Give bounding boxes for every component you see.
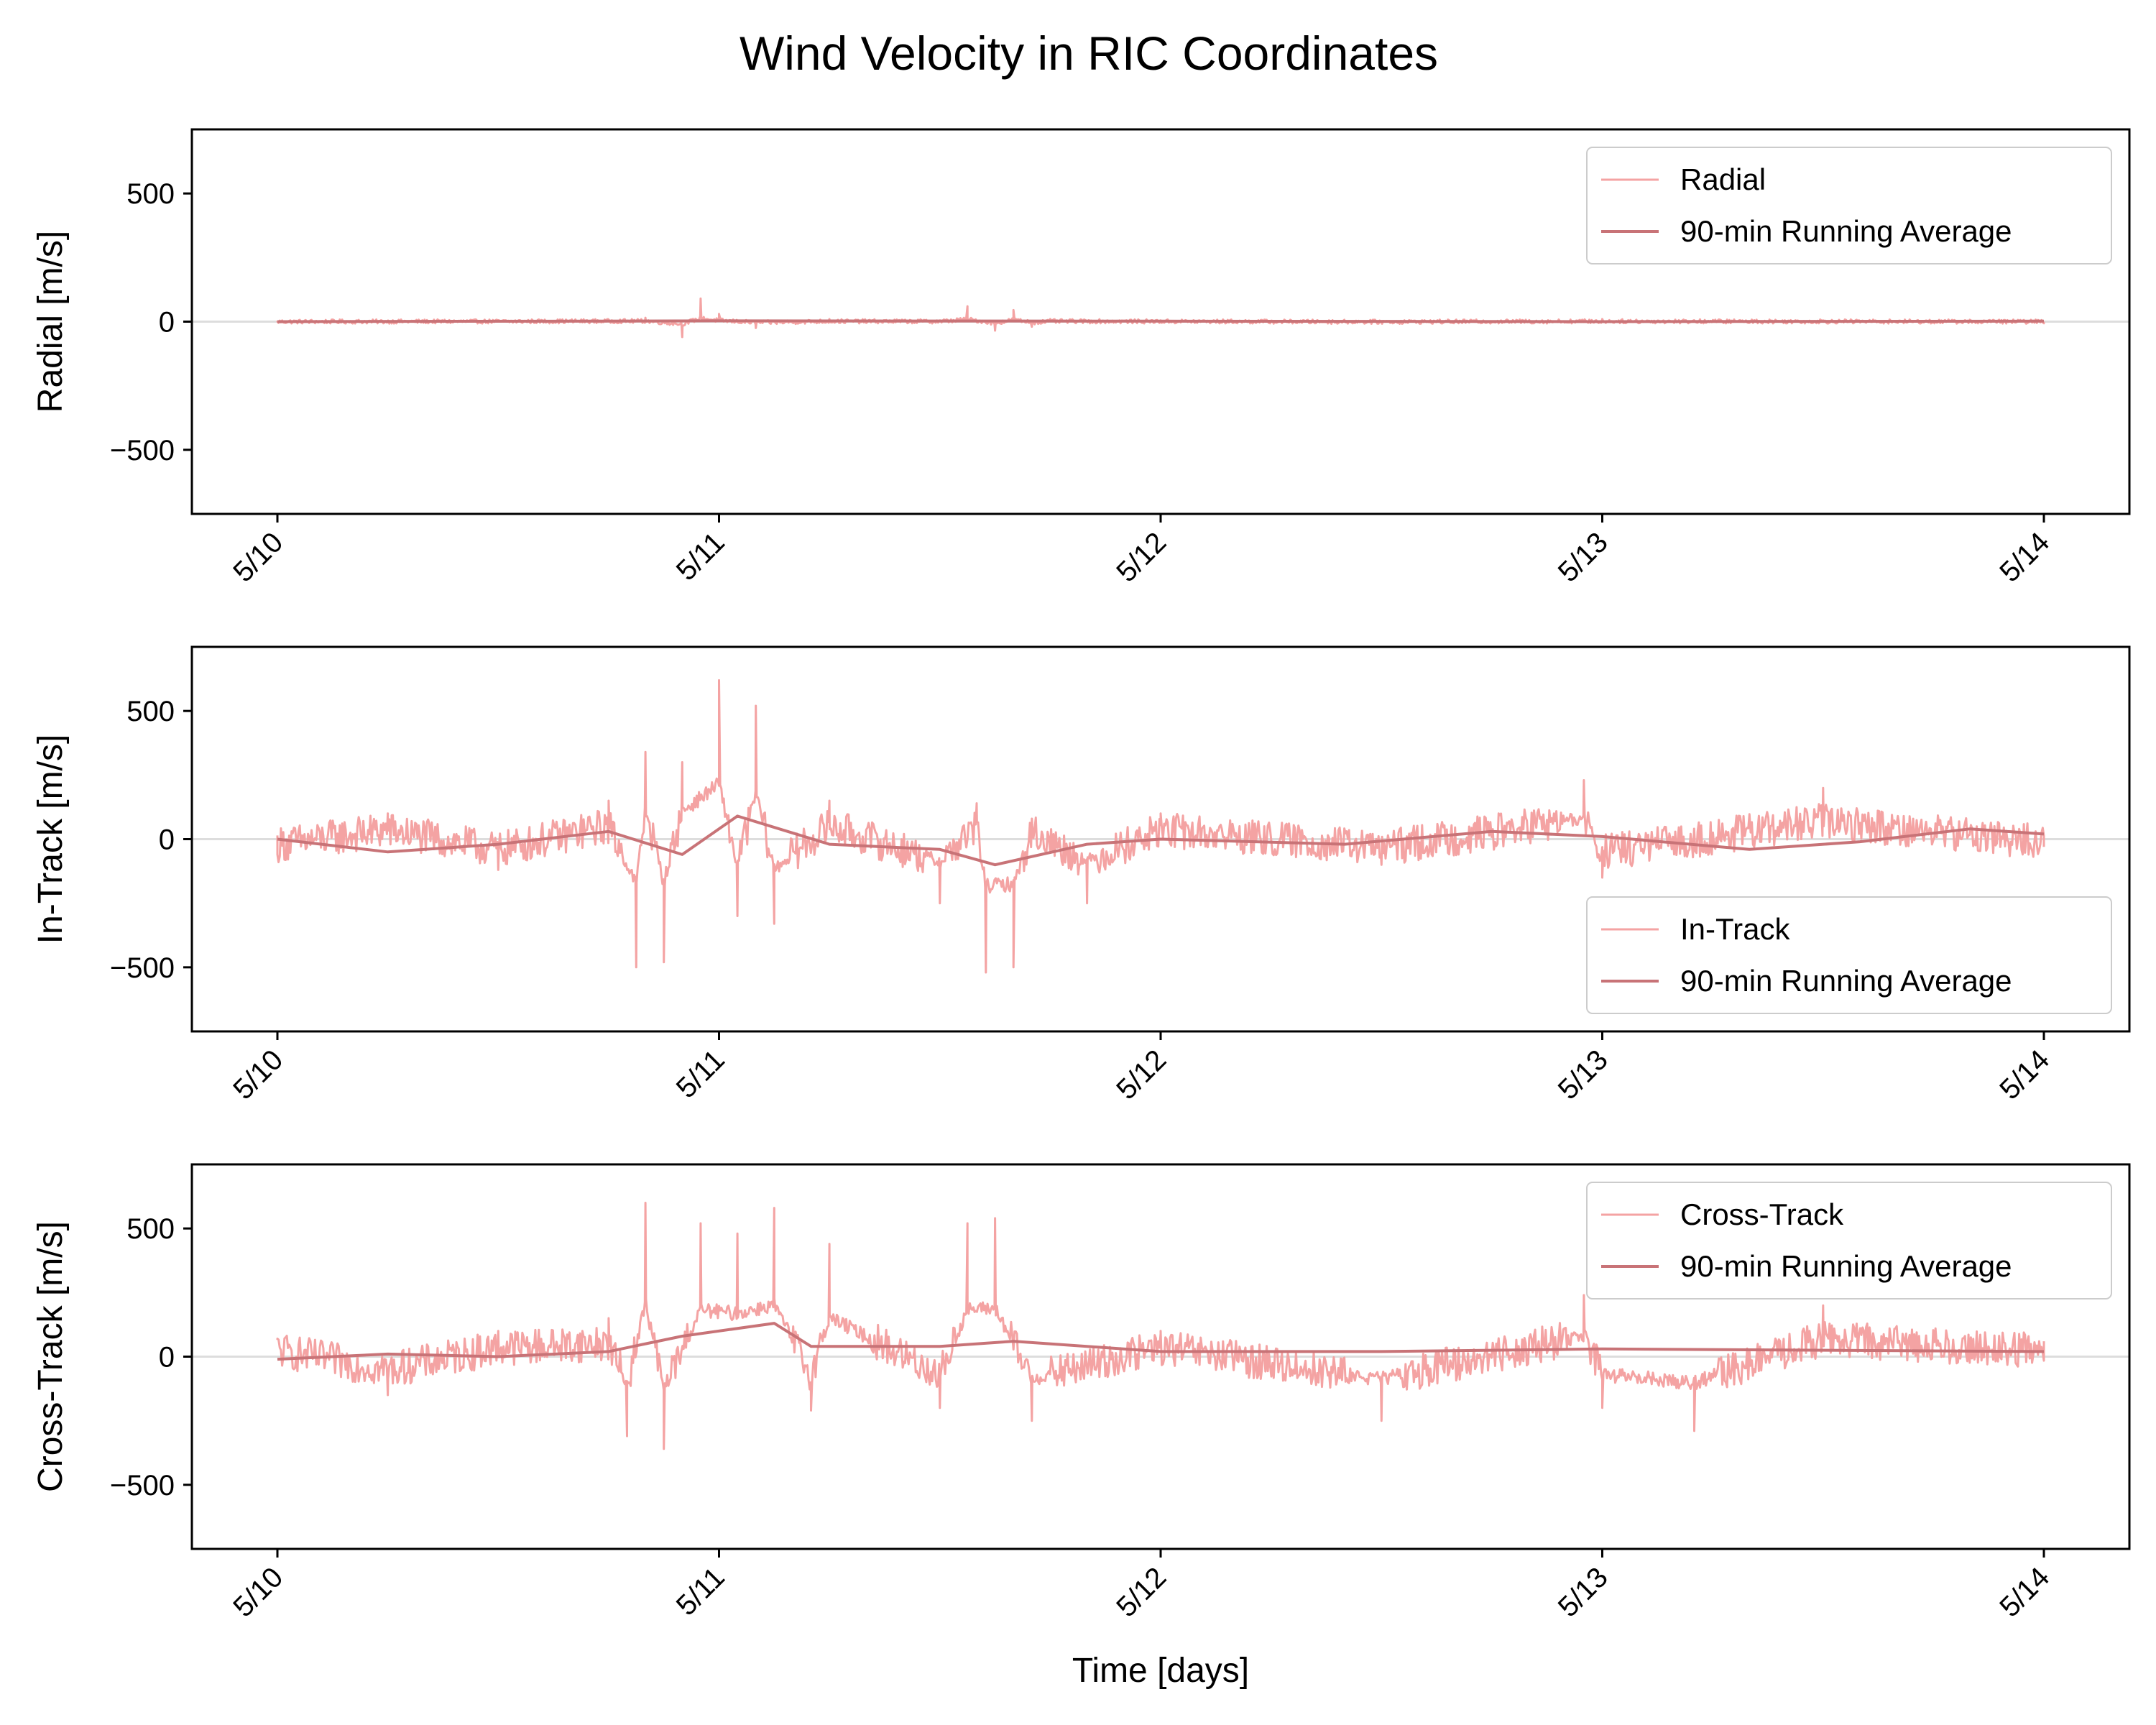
y-tick-label: 0 [159, 307, 175, 339]
legend-box [1586, 896, 2112, 1014]
series-line-2 [277, 1322, 2045, 1361]
y-tick-label: −500 [110, 952, 175, 984]
legend-label: Cross-Track [1680, 1197, 1844, 1231]
x-tick-label: 5/14 [1994, 526, 2055, 588]
x-tick-label: 5/12 [1110, 526, 1172, 588]
subplot-3: 500 0 −500 5/10 5/11 5/12 5/13 5/14 Cross-Track … [32, 1163, 2131, 1690]
x-tick-label: 5/10 [227, 526, 289, 588]
y-tick-label: 500 [126, 696, 175, 727]
subplots: 500 0 −500 5/10 5/11 5/12 5/13 5/14 Radial [m/s]… [32, 128, 2131, 1690]
y-axis-label: Cross-Track [m/s] [32, 1221, 70, 1492]
x-tick-label: 5/11 [671, 1044, 731, 1104]
legend: Cross-Track 90-min Running Average [1586, 1182, 2112, 1300]
y-tick-label: 0 [159, 824, 175, 856]
series-line-2 [277, 814, 2045, 867]
x-tick-label: 5/14 [1994, 1044, 2055, 1105]
y-tick-label: 500 [126, 178, 175, 210]
legend-label: In-Track [1680, 912, 1790, 946]
legend-label: 90-min Running Average [1680, 964, 2012, 998]
series-line-1 [276, 297, 2045, 339]
legend-box [1586, 147, 2112, 264]
y-axis-label: Radial [m/s] [32, 231, 70, 413]
x-tick-label: 5/10 [227, 1561, 289, 1623]
x-tick-label: 5/13 [1552, 1561, 1614, 1623]
x-tick-label: 5/13 [1552, 526, 1614, 588]
legend-label: 90-min Running Average [1680, 1249, 2012, 1283]
x-tick-label: 5/12 [1110, 1561, 1172, 1623]
y-tick-label: 0 [159, 1342, 175, 1374]
legend-box [1586, 1182, 2112, 1300]
subplot-2: 500 0 −500 5/10 5/11 5/12 5/13 5/14 In-Track [m/… [32, 645, 2131, 1105]
legend-label: Radial [1680, 162, 1766, 196]
x-tick-label: 5/14 [1994, 1561, 2055, 1623]
x-tick-label: 5/12 [1110, 1044, 1172, 1105]
subplot-1: 500 0 −500 5/10 5/11 5/12 5/13 5/14 Radial [m/s]… [32, 128, 2131, 588]
x-tick-label: 5/13 [1552, 1044, 1614, 1105]
x-axis-label: Time [days] [1072, 1652, 1249, 1690]
x-tick-label: 5/10 [227, 1044, 289, 1105]
y-tick-label: 500 [126, 1213, 175, 1245]
legend-label: 90-min Running Average [1680, 214, 2012, 248]
y-tick-label: −500 [110, 1470, 175, 1501]
y-tick-label: −500 [110, 435, 175, 466]
legend: Radial 90-min Running Average [1586, 147, 2112, 264]
x-tick-label: 5/11 [671, 526, 731, 586]
legend: In-Track 90-min Running Average [1586, 896, 2112, 1014]
series-line-1 [276, 678, 2045, 974]
y-axis-label: In-Track [m/s] [32, 735, 70, 944]
figure-title: Wind Velocity in RIC Coordinates [740, 27, 1438, 80]
x-tick-label: 5/11 [671, 1561, 731, 1622]
